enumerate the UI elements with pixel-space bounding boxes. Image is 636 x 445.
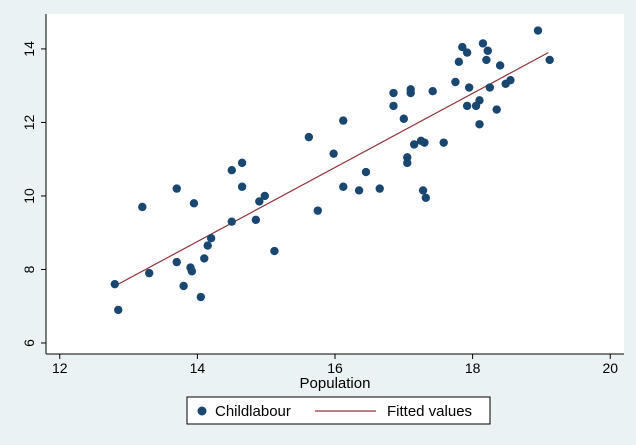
data-point	[203, 241, 212, 250]
data-point	[189, 199, 199, 208]
x-ticks: 12 14 16 18 20	[52, 354, 618, 376]
data-point	[389, 88, 398, 98]
data-point	[237, 158, 247, 168]
data-point	[172, 184, 181, 193]
data-point	[475, 120, 484, 129]
data-point	[179, 281, 188, 291]
data-point	[313, 206, 322, 215]
data-point	[418, 186, 428, 195]
y-tick-label: 6	[21, 339, 37, 347]
data-point	[138, 202, 147, 212]
plot-area-background	[46, 14, 624, 354]
fitted-values-line	[114, 52, 549, 287]
y-tick-label: 10	[21, 188, 37, 204]
data-point	[506, 75, 515, 85]
data-point	[196, 292, 206, 302]
data-point	[492, 105, 501, 114]
data-point	[462, 101, 472, 111]
data-point	[114, 305, 123, 315]
legend: Childlabour Fitted values	[186, 396, 491, 425]
data-point	[475, 96, 484, 105]
data-point	[329, 149, 338, 158]
legend-label-childlabour: Childlabour	[215, 403, 291, 420]
data-point	[304, 132, 314, 142]
data-point	[403, 158, 412, 168]
data-point	[421, 193, 431, 202]
data-point	[485, 83, 495, 92]
data-point	[260, 191, 270, 201]
fit-line-layer	[114, 52, 549, 287]
data-point	[458, 42, 467, 52]
data-point	[545, 55, 554, 65]
data-point	[187, 267, 197, 276]
legend-label-fitted: Fitted values	[387, 403, 472, 420]
data-point	[478, 39, 488, 48]
data-point	[482, 55, 491, 65]
data-point	[237, 182, 247, 191]
data-point	[533, 26, 543, 35]
data-point	[389, 101, 398, 111]
data-point	[451, 77, 460, 87]
x-tick-label: 16	[327, 360, 343, 376]
data-point	[255, 197, 264, 206]
x-tick-label: 12	[52, 360, 68, 376]
y-tick-label: 8	[21, 265, 37, 273]
data-point	[339, 116, 348, 125]
data-point	[462, 48, 472, 57]
y-ticks: 6 8 10 12 14	[21, 41, 46, 347]
data-point	[495, 61, 505, 70]
points-layer	[110, 26, 554, 315]
data-point	[145, 268, 154, 278]
data-point	[200, 254, 209, 263]
data-point	[172, 257, 181, 267]
x-tick-label: 18	[465, 360, 481, 376]
data-point	[227, 217, 236, 226]
x-tick-label: 20	[602, 360, 618, 376]
data-point	[399, 114, 409, 123]
legend-marker-childlabour	[197, 406, 207, 416]
data-point	[439, 138, 448, 147]
data-point	[375, 184, 384, 193]
data-point	[464, 83, 474, 92]
data-point	[354, 186, 364, 195]
data-point	[206, 234, 216, 243]
data-point	[339, 182, 348, 191]
data-point	[110, 279, 120, 289]
data-point	[251, 215, 261, 225]
data-point	[406, 85, 415, 94]
data-point	[428, 86, 437, 96]
data-point	[361, 167, 371, 177]
x-tick-label: 14	[190, 360, 206, 376]
data-point	[454, 57, 464, 66]
data-point	[483, 46, 492, 55]
data-point	[409, 140, 419, 149]
data-point	[270, 246, 279, 256]
x-axis-title: Population	[300, 375, 371, 392]
data-point	[420, 138, 429, 147]
data-point	[227, 166, 236, 175]
y-tick-label: 14	[21, 41, 37, 57]
y-tick-label: 12	[21, 114, 37, 130]
